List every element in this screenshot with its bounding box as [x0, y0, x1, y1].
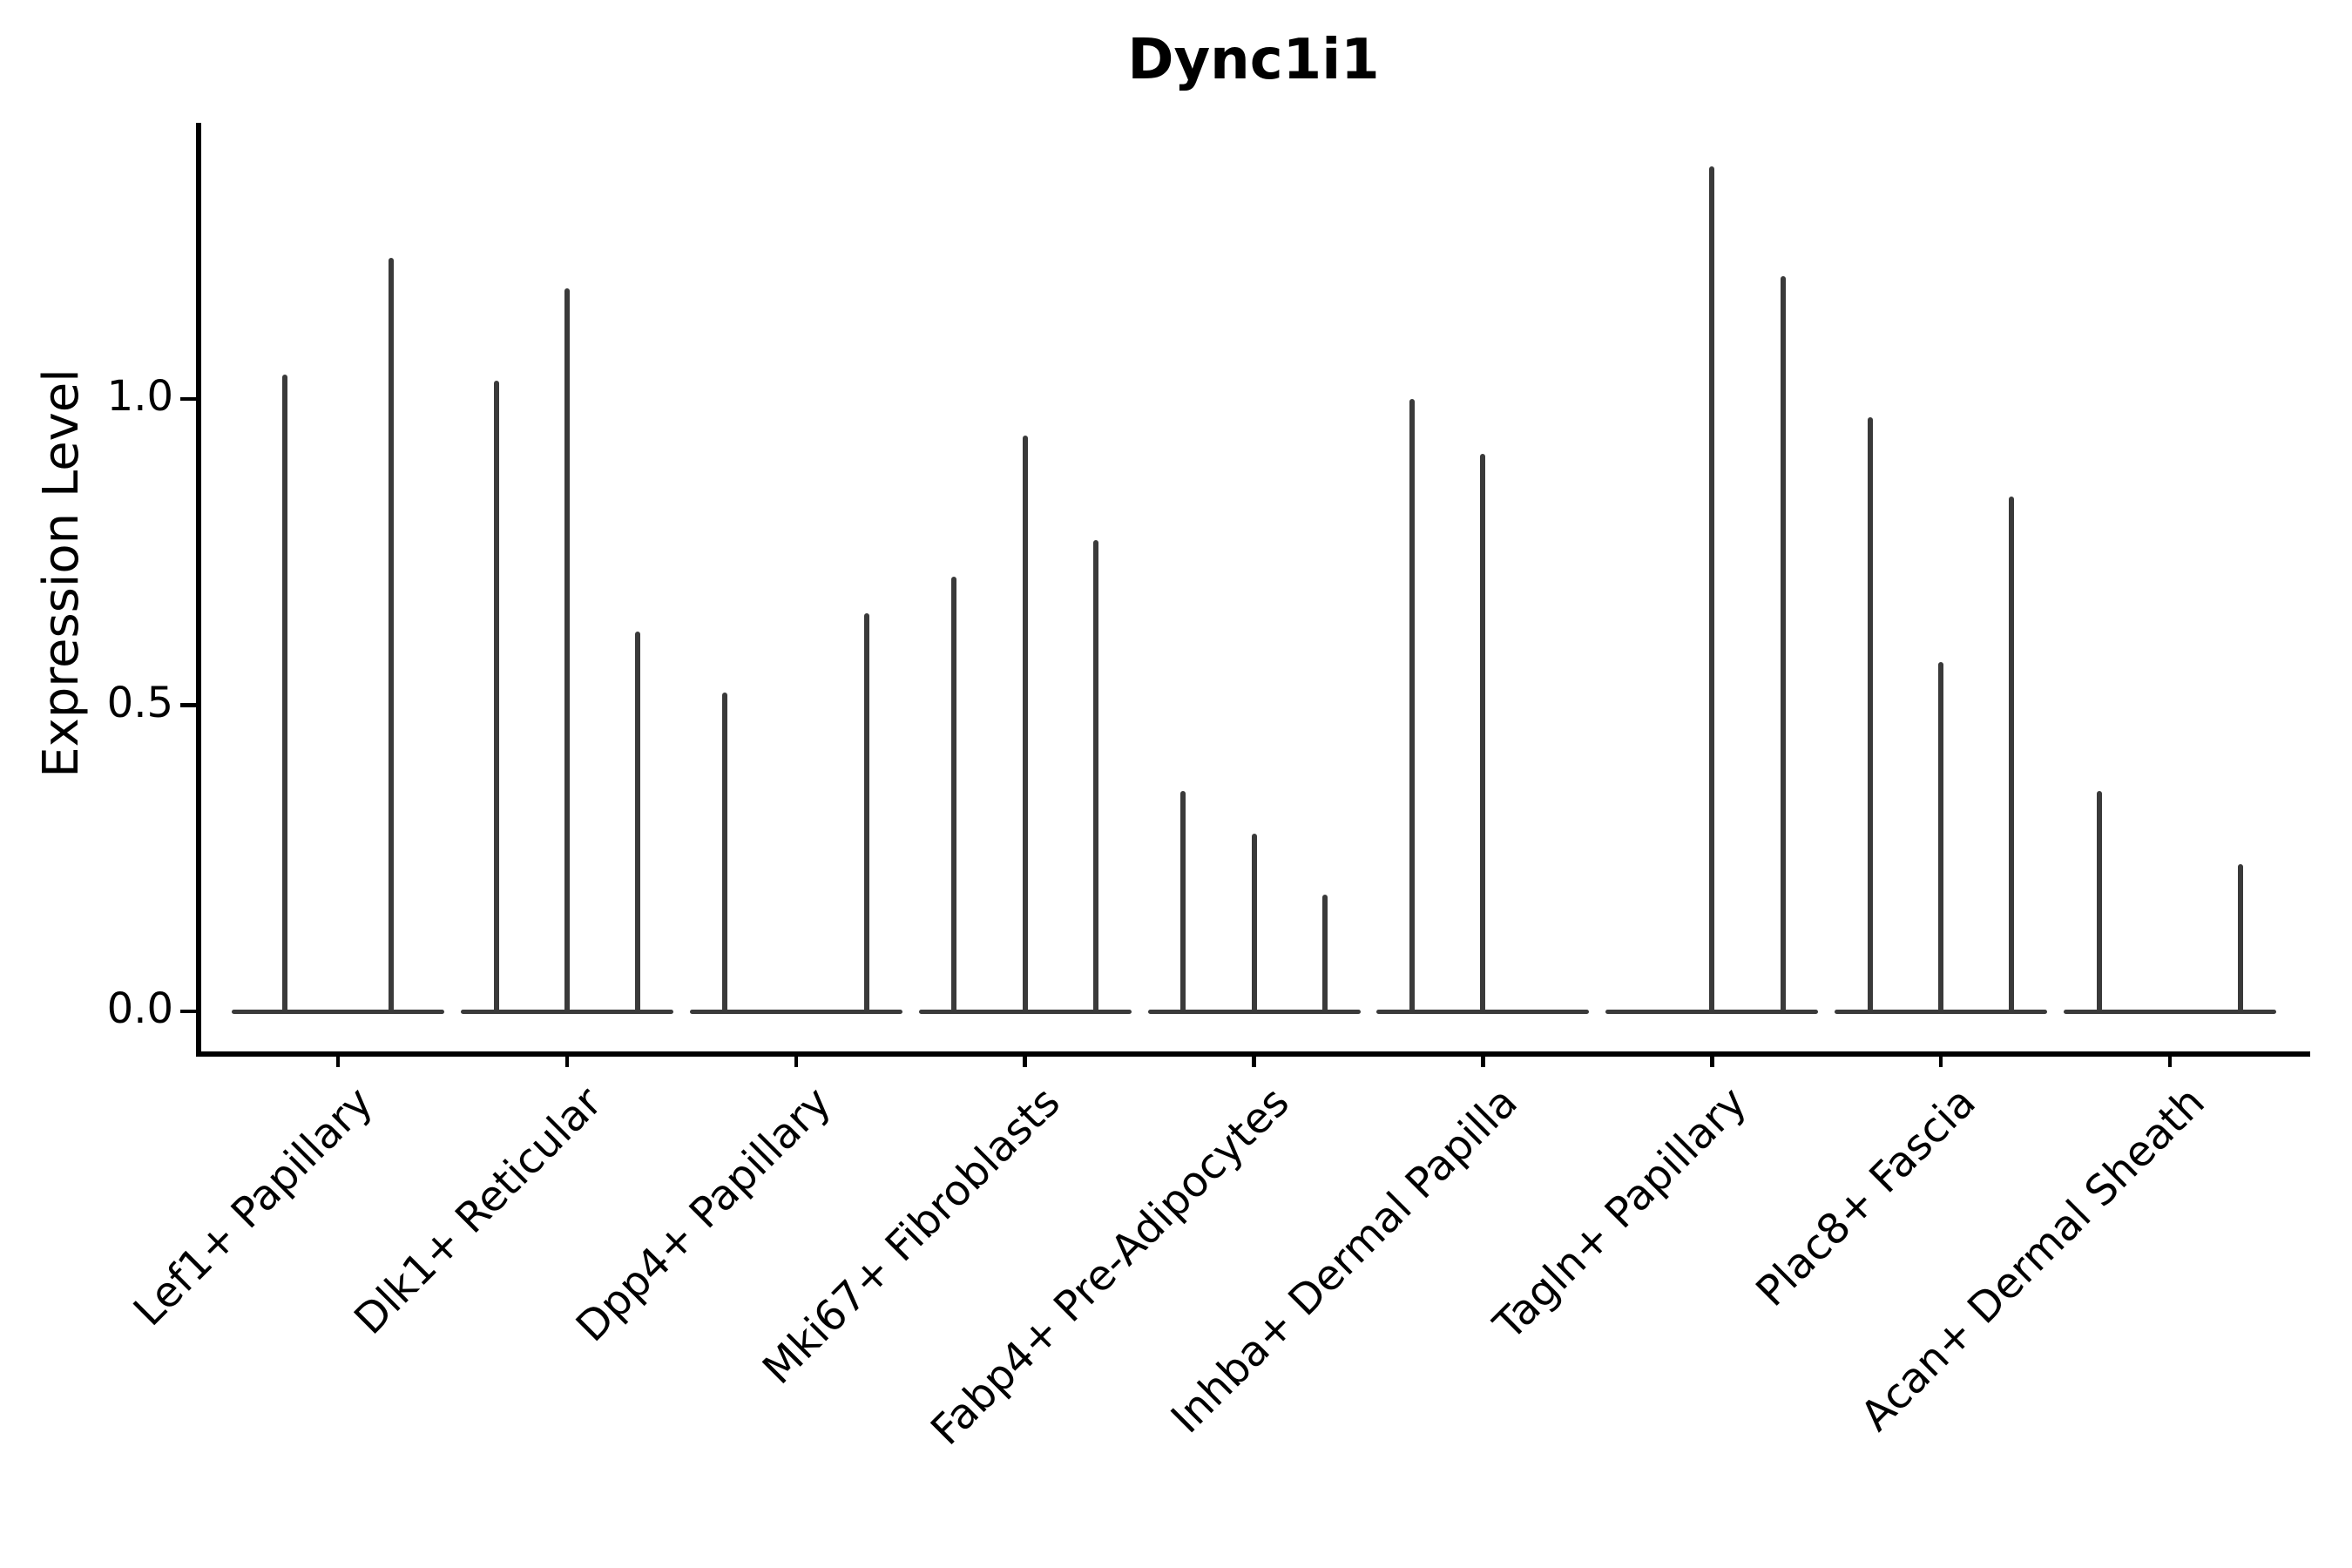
- x-tick: [1481, 1055, 1485, 1067]
- violin-spike: [1867, 417, 1873, 1014]
- violin-spike: [2009, 497, 2015, 1014]
- chart-title: Dync1i1: [1127, 28, 1380, 92]
- violin-spike: [722, 693, 728, 1014]
- violin-spike: [951, 576, 957, 1014]
- violin-spike: [1709, 166, 1715, 1014]
- violin-spike: [1022, 436, 1028, 1014]
- violin-spike: [1251, 834, 1257, 1014]
- x-tick: [794, 1055, 798, 1067]
- x-tick: [1938, 1055, 1943, 1067]
- violin-spike: [864, 613, 870, 1014]
- x-tick: [564, 1055, 570, 1067]
- violin-spike: [1321, 895, 1328, 1014]
- y-tick: [180, 396, 197, 402]
- violin-spike: [1092, 539, 1098, 1014]
- violin-spike: [1480, 454, 1486, 1014]
- violin-spike: [635, 632, 641, 1014]
- x-tick: [335, 1055, 341, 1067]
- violin-spike: [282, 374, 287, 1014]
- violin-spike: [2238, 864, 2244, 1014]
- violin-spike: [493, 380, 499, 1014]
- y-tick-label: 0.0: [106, 984, 173, 1034]
- y-axis-spine: [196, 123, 201, 1057]
- violin-spike: [1180, 790, 1186, 1014]
- x-tick: [1023, 1055, 1027, 1067]
- y-tick-label: 0.5: [106, 678, 173, 727]
- violin-baseline: [2064, 1009, 2276, 1014]
- violin-spike: [1938, 662, 1944, 1014]
- x-tick: [1710, 1055, 1714, 1067]
- violin-baseline: [689, 1009, 902, 1014]
- violin-spike: [2096, 790, 2102, 1014]
- violin-spike: [1780, 276, 1786, 1014]
- y-tick-label: 1.0: [106, 372, 173, 422]
- violin-spike: [564, 288, 570, 1014]
- x-tick: [1252, 1055, 1256, 1067]
- y-tick: [180, 1009, 197, 1014]
- violin-spike: [1409, 399, 1416, 1014]
- y-tick: [180, 703, 197, 707]
- x-tick: [2167, 1055, 2173, 1067]
- violin-spike: [389, 258, 394, 1014]
- violin-baseline: [232, 1009, 444, 1014]
- x-axis-spine: [196, 1051, 2310, 1057]
